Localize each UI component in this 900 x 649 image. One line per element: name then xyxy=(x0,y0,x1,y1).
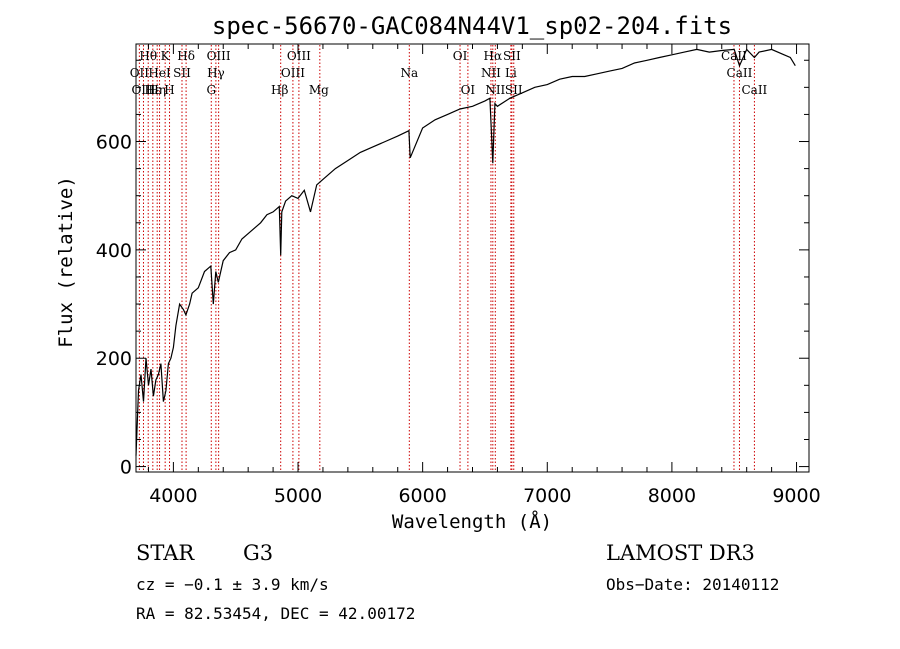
y-tick-label-0: 0 xyxy=(120,457,132,479)
line-marker-label-9: Hδ xyxy=(177,49,195,63)
y-tick-label-1: 200 xyxy=(96,348,132,370)
line-marker-label-13: Hβ xyxy=(271,83,288,97)
line-marker-label-16: Mg xyxy=(309,83,329,97)
y-tick-label-2: 400 xyxy=(96,240,132,262)
line-marker-label-11: Hγ xyxy=(207,66,225,80)
chart-title: spec-56670-GAC084N44V1_sp02-204.fits xyxy=(212,12,732,40)
x-tick-label-2: 6000 xyxy=(398,485,446,507)
line-marker-label-5: Hη xyxy=(148,83,166,97)
line-marker-label-25: SII xyxy=(505,83,523,97)
x-tick-label-4: 8000 xyxy=(648,485,696,507)
line-marker-label-12: G xyxy=(206,83,216,97)
line-marker-label-19: OI xyxy=(461,83,476,97)
line-marker-label-26: CaII xyxy=(721,49,747,63)
x-tick-label-5: 9000 xyxy=(772,485,820,507)
line-marker-label-4: HeI xyxy=(148,66,171,80)
line-marker-label-0: Hθ xyxy=(139,49,157,63)
plot-frame xyxy=(135,43,810,473)
line-marker-label-28: CaII xyxy=(741,83,767,97)
line-marker-label-1: OII xyxy=(130,66,150,80)
coordinates: RA = 82.53454, DEC = 42.00172 xyxy=(136,604,415,623)
x-tick-label-1: 5000 xyxy=(274,485,322,507)
emission-line-markers xyxy=(138,45,755,471)
spectrum-series xyxy=(135,48,796,456)
line-marker-label-18: OI xyxy=(453,49,468,63)
line-marker-label-21: SII xyxy=(503,49,521,63)
spectrum-line xyxy=(135,48,796,456)
y-tick-label-3: 600 xyxy=(96,132,132,154)
line-marker-label-10: OIII xyxy=(207,49,231,63)
object-class: STAR xyxy=(136,541,195,565)
y-axis-ticks: 0 200 400 600 xyxy=(96,59,809,479)
line-marker-label-3: Hε xyxy=(144,83,161,97)
x-tick-label-0: 4000 xyxy=(149,485,197,507)
y-axis-label: Flux (relative) xyxy=(55,176,77,348)
x-axis-ticks: 4000 5000 6000 7000 8000 9000 xyxy=(147,44,821,507)
line-marker-label-8: H xyxy=(164,83,174,97)
line-marker-label-17: Na xyxy=(400,66,418,80)
object-subclass: G3 xyxy=(243,541,273,565)
line-marker-label-15: OIII xyxy=(281,66,305,80)
line-marker-label-20: Hα xyxy=(484,49,503,63)
survey-name: LAMOST DR3 xyxy=(606,541,755,565)
line-marker-label-6: K xyxy=(161,49,171,63)
line-marker-label-23: Li xyxy=(505,66,517,80)
line-marker-label-22: NII xyxy=(481,66,501,80)
line-marker-label-7: SII xyxy=(173,66,191,80)
x-tick-label-3: 7000 xyxy=(523,485,571,507)
line-marker-label-24: NII xyxy=(485,83,505,97)
x-axis-label: Wavelength (Å) xyxy=(392,510,552,533)
redshift-velocity: cz = −0.1 ± 3.9 km/s xyxy=(136,575,329,594)
observation-date: Obs−Date: 20140112 xyxy=(606,575,779,594)
line-marker-label-2: OIII xyxy=(131,83,155,97)
line-marker-label-14: OIII xyxy=(287,49,311,63)
line-marker-label-27: CaII xyxy=(727,66,753,80)
